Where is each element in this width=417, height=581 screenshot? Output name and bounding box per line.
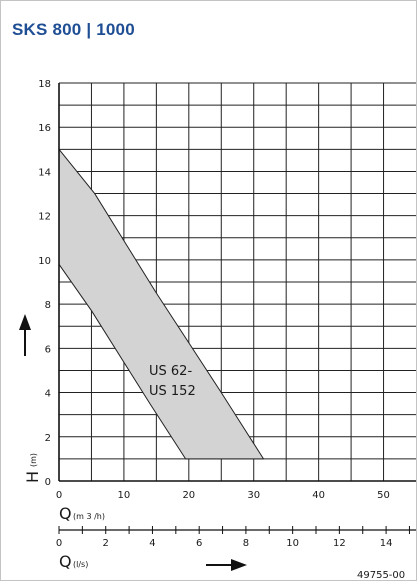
grid-lines (58, 82, 416, 482)
x-tick-label-m3h: 10 (118, 490, 131, 501)
region-label-line-2: US 152 (149, 384, 196, 399)
x-axis-m3h-ticks: 0 10 20 30 40 50 (56, 490, 390, 501)
region-area (58, 147, 265, 460)
x-tick-label-m3h: 30 (247, 490, 260, 501)
reference-code: 49755-00 (357, 570, 405, 580)
y-axis-unit: (m) (29, 453, 38, 467)
y-tick-label: 2 (45, 433, 51, 444)
y-tick-label: 4 (45, 389, 51, 400)
x-tick-label-m3h: 40 (312, 490, 325, 501)
x-tick-label-ls: 14 (380, 538, 393, 549)
region-label-line-1: US 62- (149, 364, 192, 379)
x-axis-ls-unit: (l/s) (73, 560, 88, 569)
y-axis-arrow-icon (19, 314, 31, 356)
y-tick-label: 18 (38, 79, 51, 90)
chart-title: SKS 800 | 1000 (12, 20, 135, 39)
y-tick-label: 6 (45, 344, 51, 355)
y-axis-ticks: 0 2 4 6 8 10 12 14 16 18 (38, 79, 51, 488)
y-tick-label: 14 (38, 167, 51, 178)
x-axis-m3h-unit: (m 3 /h) (73, 512, 105, 521)
x-tick-label-ls: 6 (196, 538, 202, 549)
x-tick-label-ls: 4 (149, 538, 155, 549)
x-tick-label-ls: 10 (286, 538, 299, 549)
y-tick-label: 16 (38, 123, 51, 134)
x-tick-label-m3h: 20 (182, 490, 195, 501)
x-axis-ls-symbol: Q (59, 552, 72, 571)
x-tick-label-ls: 8 (243, 538, 249, 549)
operating-region (58, 147, 265, 460)
x-axis-ls: 0 2 4 6 8 10 12 14 (56, 526, 416, 549)
y-axis-symbol: H (23, 471, 42, 483)
y-tick-label: 0 (45, 477, 51, 488)
x-tick-label-ls: 0 (56, 538, 62, 549)
x-tick-label-ls: 2 (103, 538, 109, 549)
y-tick-label: 12 (38, 212, 51, 223)
x-axis-m3h-symbol: Q (59, 504, 72, 523)
y-tick-label: 10 (38, 256, 51, 267)
x-tick-label-m3h: 0 (56, 490, 62, 501)
x-axis-arrow-icon (206, 559, 247, 571)
x-tick-label-m3h: 50 (377, 490, 390, 501)
y-tick-label: 8 (45, 300, 51, 311)
y-axis-label: H (m) (23, 453, 42, 483)
x-tick-label-ls: 12 (333, 538, 346, 549)
plot-frame (58, 83, 416, 482)
